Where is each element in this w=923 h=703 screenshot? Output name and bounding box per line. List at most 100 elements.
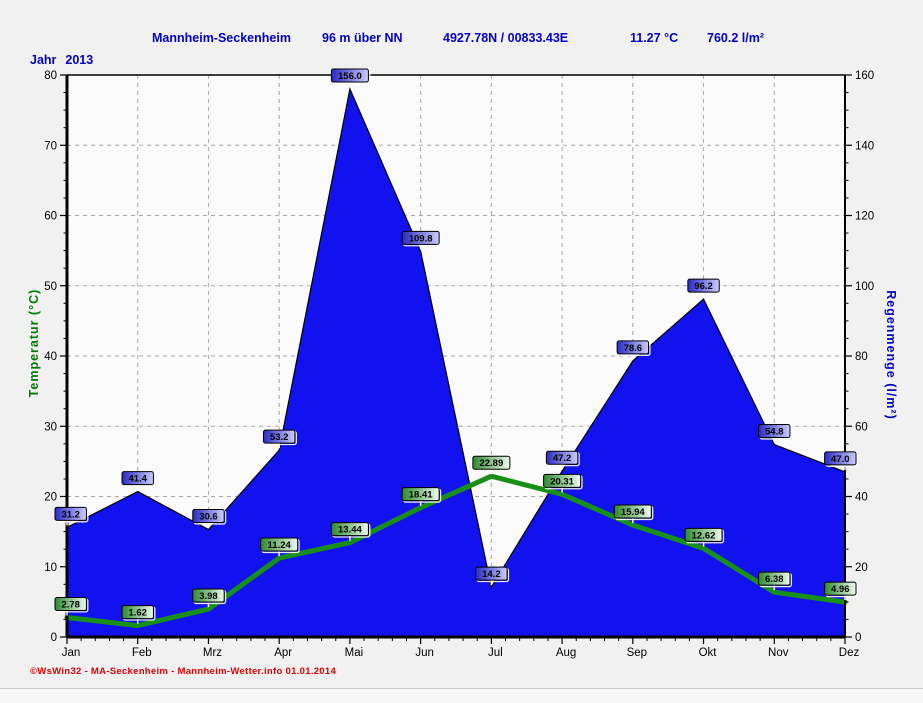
right-axis-tick-label: 100 [855, 281, 874, 293]
rain-value-label: 96.2 [687, 278, 722, 298]
label-value: 6.38 [765, 574, 784, 585]
label-box [330, 522, 369, 537]
total-rain-value: 760.2 l/m² [707, 31, 764, 45]
month-label: Jul [488, 647, 503, 659]
rain-value-label: 156.0 [330, 68, 371, 88]
temperature-value-label: 18.41 [401, 487, 442, 506]
right-axis-tick-label: 120 [855, 211, 874, 223]
right-axis-tick-label: 80 [855, 351, 868, 363]
label-value: 11.24 [268, 540, 292, 551]
month-label: Jun [415, 647, 434, 659]
label-box [545, 450, 579, 465]
label-value: 156.0 [338, 71, 362, 82]
label-box [543, 473, 582, 488]
rain-value-label: 54.8 [758, 424, 793, 443]
month-label: Jan [62, 647, 81, 659]
month-label: Aug [556, 647, 576, 659]
label-value: 14.2 [482, 569, 501, 580]
label-box [330, 68, 369, 83]
label-box [684, 527, 723, 542]
station-altitude: 96 m über NN [322, 31, 403, 45]
rain-value-label: 41.4 [121, 471, 156, 490]
label-box [401, 487, 440, 502]
label-box [475, 566, 508, 581]
label-value: 78.6 [624, 343, 643, 354]
label-value: 54.8 [765, 427, 784, 438]
left-axis-tick-label: 80 [44, 70, 57, 82]
month-label: Dez [839, 647, 860, 659]
station-coordinates: 4927.78N / 00833.43E [443, 31, 569, 45]
temperature-value-label: 22.89 [472, 455, 512, 475]
label-box [121, 605, 154, 620]
temperature-value-label: 12.62 [684, 527, 725, 547]
label-box [687, 278, 720, 293]
left-axis-tick-label: 10 [44, 562, 57, 574]
rain-value-label: 47.2 [545, 450, 580, 470]
label-box [192, 509, 225, 524]
label-box [54, 596, 87, 611]
label-box [401, 230, 440, 245]
temperature-value-label: 3.98 [192, 588, 227, 608]
temperature-value-label: 6.38 [758, 571, 793, 591]
rain-value-label: 30.6 [192, 509, 227, 528]
label-value: 4.96 [831, 584, 850, 595]
rain-value-label: 47.0 [824, 451, 859, 470]
right-axis-tick-label: 0 [855, 632, 861, 644]
temperature-value-label: 11.24 [260, 537, 300, 557]
temperature-value-label: 4.96 [824, 581, 859, 601]
temperature-value-label: 1.62 [121, 605, 156, 624]
temperature-value-label: 13.44 [330, 522, 371, 541]
left-axis-tick-label: 60 [44, 211, 57, 223]
label-box [616, 340, 650, 355]
left-axis-tick-label: 40 [44, 351, 57, 363]
temperature-value-label: 2.78 [54, 596, 89, 616]
left-axis-tick-label: 50 [44, 281, 57, 293]
label-box [824, 581, 857, 596]
right-axis-tick-label: 20 [855, 562, 868, 574]
label-value: 1.62 [128, 608, 147, 619]
label-value: 109.8 [409, 233, 433, 244]
label-value: 30.6 [199, 512, 218, 523]
label-value: 47.0 [831, 454, 850, 465]
left-axis-tick-label: 70 [44, 140, 57, 152]
left-axis-tick-label: 20 [44, 492, 57, 504]
month-label: Mai [345, 647, 364, 659]
rain-value-label: 53.2 [262, 429, 297, 449]
right-axis-tick-label: 160 [855, 70, 874, 82]
label-box [192, 588, 225, 603]
temperature-value-label: 20.31 [543, 473, 583, 493]
month-label: Sep [627, 647, 647, 659]
rain-value-label: 109.8 [401, 230, 442, 250]
label-box [758, 571, 791, 586]
right-axis-title: Regenmenge (l/m²) [884, 290, 898, 420]
month-label: Mrz [203, 647, 222, 659]
label-box [613, 504, 652, 519]
month-label: Feb [132, 647, 152, 659]
month-label: Apr [274, 647, 292, 659]
period-label-text: Jahr [30, 53, 57, 67]
label-value: 20.31 [550, 476, 574, 487]
label-box [472, 455, 511, 470]
label-value: 47.2 [553, 453, 572, 464]
label-value: 22.89 [479, 458, 503, 469]
left-axis-tick-label: 30 [44, 421, 57, 433]
month-label: Nov [768, 647, 789, 659]
right-axis-tick-label: 140 [855, 140, 874, 152]
label-value: 2.78 [61, 599, 80, 610]
label-box [121, 471, 154, 486]
label-box [824, 451, 857, 466]
label-value: 53.2 [270, 432, 289, 443]
label-value: 18.41 [409, 490, 433, 501]
window-bottom-strip [0, 688, 923, 703]
label-value: 13.44 [338, 525, 362, 536]
right-axis-tick-label: 40 [855, 492, 868, 504]
label-box [54, 506, 87, 521]
left-axis-tick-label: 0 [51, 632, 57, 644]
label-value: 3.98 [199, 591, 218, 602]
period-label: Jahr 2013 [30, 53, 93, 67]
month-label: Okt [699, 647, 718, 659]
label-value: 96.2 [694, 281, 713, 292]
label-box [260, 537, 299, 552]
